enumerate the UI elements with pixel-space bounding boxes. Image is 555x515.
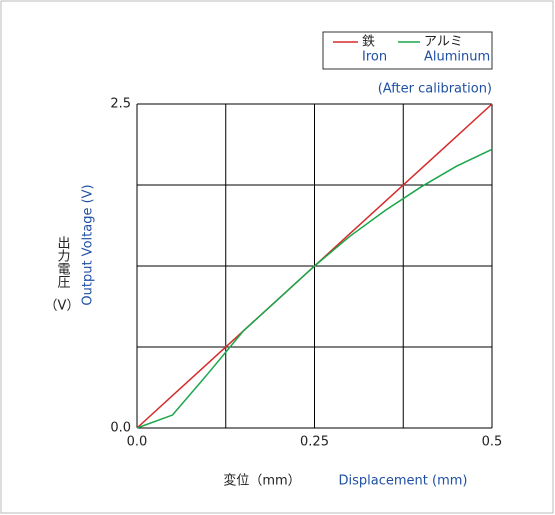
y-label-ja: 出力電圧 — [55, 236, 71, 288]
x-label: Displacement (mm) — [339, 474, 468, 489]
legend-label: 鉄 — [362, 35, 375, 50]
y-label-ja-unit: （V） — [45, 299, 80, 314]
legend-label-en: Iron — [362, 50, 387, 65]
y-tick-label: 0.0 — [110, 421, 131, 436]
x-tick-label: 0.5 — [482, 435, 503, 450]
x-tick-label: 0.0 — [127, 435, 148, 450]
annotation: (After calibration) — [378, 82, 492, 97]
y-tick-label: 2.5 — [110, 97, 131, 112]
legend-label-en: Aluminum — [424, 50, 490, 65]
x-tick-label: 0.25 — [300, 435, 329, 450]
series-line — [136, 148, 493, 429]
legend-box — [322, 31, 493, 70]
x-label-ja: 変位（mm） — [223, 473, 300, 489]
y-label: Output Voltage (V) — [81, 184, 96, 305]
legend-label: アルミ — [424, 35, 463, 50]
